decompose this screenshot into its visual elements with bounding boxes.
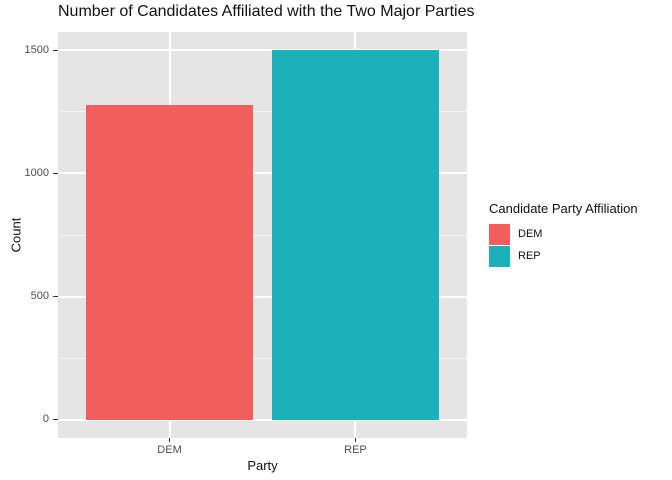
major-gridline <box>58 295 467 298</box>
legend-swatch-dem <box>489 223 510 245</box>
legend-label: REP <box>518 250 541 262</box>
minor-gridline <box>58 234 467 236</box>
plot-panel <box>58 32 467 438</box>
legend-swatch-rep <box>489 245 510 267</box>
legend-entry-rep: REP <box>489 245 638 267</box>
y-tick-mark <box>53 296 58 297</box>
major-gridline <box>58 49 467 52</box>
x-axis-title: Party <box>247 458 278 473</box>
y-tick-label: 500 <box>30 290 49 302</box>
y-tick-mark <box>53 172 58 174</box>
legend-label: DEM <box>518 228 543 240</box>
y-tick-label: 0 <box>42 413 49 426</box>
minor-gridline <box>58 357 467 359</box>
legend-entry-dem: DEM <box>489 223 638 245</box>
legend-entries: DEM REP <box>489 223 638 267</box>
y-tick-label: 1500 <box>24 43 49 56</box>
legend-title: Candidate Party Affiliation <box>489 201 638 216</box>
y-tick-mark <box>53 419 58 421</box>
y-axis-title: Count <box>8 217 24 253</box>
legend: Candidate Party Affiliation DEM REP <box>489 201 638 267</box>
x-tick-label: REP <box>344 444 367 456</box>
x-tick-mark <box>169 438 171 442</box>
x-tick-label: DEM <box>157 444 182 456</box>
major-gridline <box>58 172 467 175</box>
bar-dem <box>85 105 254 420</box>
bar-rep <box>271 50 440 420</box>
minor-gridline <box>58 111 467 113</box>
chart-title: Number of Candidates Affiliated with the… <box>58 3 475 20</box>
major-gridline <box>58 418 467 421</box>
y-tick-label: 1000 <box>24 166 49 179</box>
x-tick-mark <box>354 438 356 442</box>
y-tick-mark <box>53 49 58 51</box>
